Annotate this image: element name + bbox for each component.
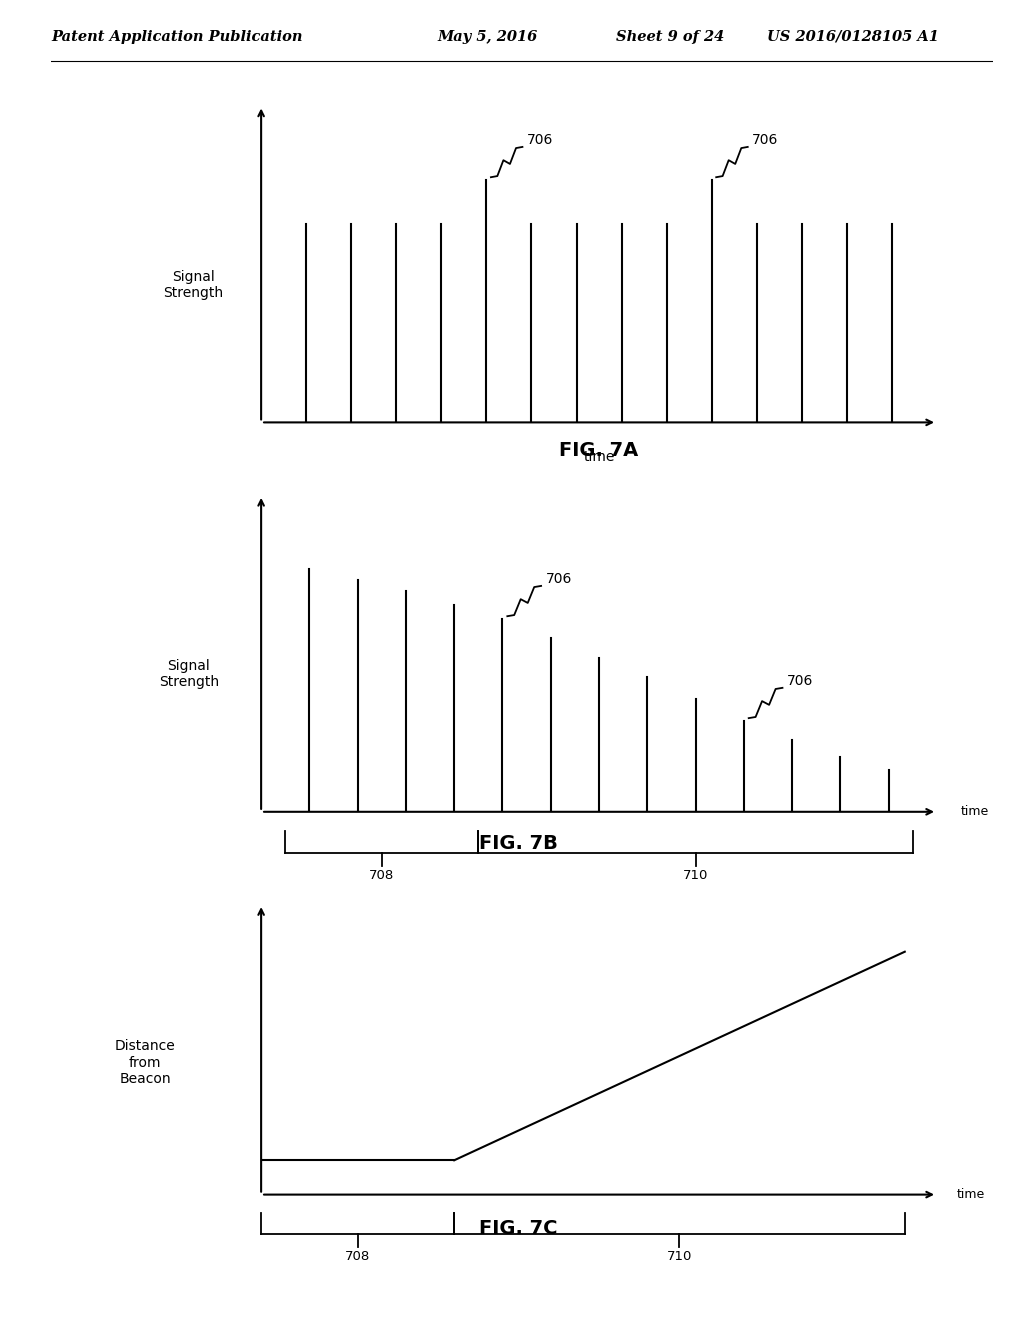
Text: FIG. 7B: FIG. 7B [478, 834, 557, 853]
Text: time: time [956, 1188, 984, 1201]
Text: May 5, 2016: May 5, 2016 [437, 30, 538, 44]
Text: 708: 708 [345, 1250, 371, 1262]
Text: Distance
from
Beacon: Distance from Beacon [115, 1039, 176, 1086]
Text: Signal
Strength: Signal Strength [159, 659, 219, 689]
Text: 706: 706 [546, 572, 572, 586]
Text: Patent Application Publication: Patent Application Publication [51, 30, 303, 44]
Text: FIG. 7A: FIG. 7A [559, 441, 639, 459]
Text: time: time [584, 450, 614, 463]
Text: 706: 706 [753, 133, 778, 147]
Text: 708: 708 [370, 869, 394, 882]
Text: 706: 706 [527, 133, 553, 147]
Text: 710: 710 [667, 1250, 692, 1262]
Text: Sheet 9 of 24: Sheet 9 of 24 [616, 30, 725, 44]
Text: FIG. 7C: FIG. 7C [478, 1220, 557, 1238]
Text: 706: 706 [787, 673, 814, 688]
Text: 710: 710 [683, 869, 709, 882]
Text: US 2016/0128105 A1: US 2016/0128105 A1 [767, 30, 939, 44]
Text: time: time [962, 805, 989, 818]
Text: Signal
Strength: Signal Strength [164, 269, 223, 300]
